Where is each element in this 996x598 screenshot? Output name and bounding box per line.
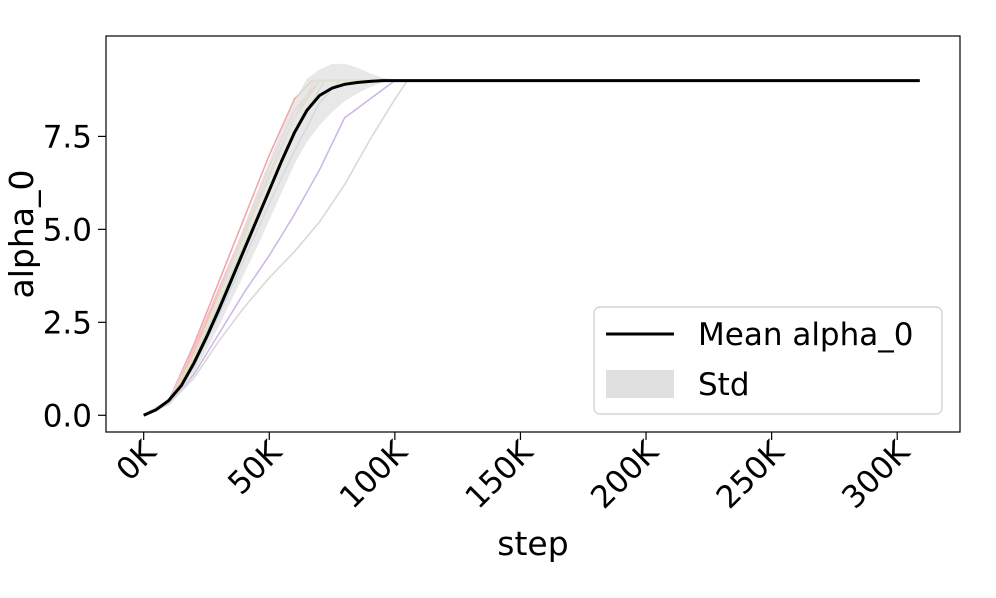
legend-mean-label: Mean alpha_0 [698, 317, 913, 353]
x-tick-label-4: 200K [584, 434, 666, 516]
x-tick-label-3: 150K [458, 434, 540, 516]
x-tick-label-2: 100K [333, 434, 415, 516]
run-line-5 [143, 79, 920, 417]
x-axis-label: step [497, 524, 568, 563]
y-tick-label-0: 0.0 [43, 398, 92, 434]
plot-frame [105, 35, 961, 433]
y-tick-label-3: 7.5 [43, 119, 92, 155]
legend-box [593, 306, 943, 415]
run-line-0 [143, 79, 395, 416]
run-line-2 [143, 79, 395, 417]
run-line-4 [143, 79, 396, 417]
run-line-6 [143, 79, 395, 416]
run-line-3 [143, 79, 395, 417]
run-line-7 [143, 79, 395, 416]
run-line-1 [143, 79, 395, 416]
x-tick-label-6: 300K [835, 434, 917, 516]
legend-std-label: Std [698, 367, 750, 403]
x-tick-label-1: 50K [221, 434, 289, 502]
y-axis-label: alpha_0 [2, 170, 41, 299]
legend-std-swatch [606, 370, 674, 398]
y-tick-label-2: 5.0 [43, 212, 92, 248]
legend: Mean alpha_0 Std [593, 306, 943, 415]
x-tick-label-5: 250K [710, 434, 792, 516]
x-tick-label-0: 0K [110, 434, 164, 488]
mean-line [143, 79, 920, 417]
x-axis-ticks: 0K 50K 100K 150K 200K 250K 300K [110, 432, 917, 516]
y-tick-label-1: 2.5 [43, 305, 92, 341]
y-axis-ticks: 0.0 2.5 5.0 7.5 [43, 119, 106, 434]
